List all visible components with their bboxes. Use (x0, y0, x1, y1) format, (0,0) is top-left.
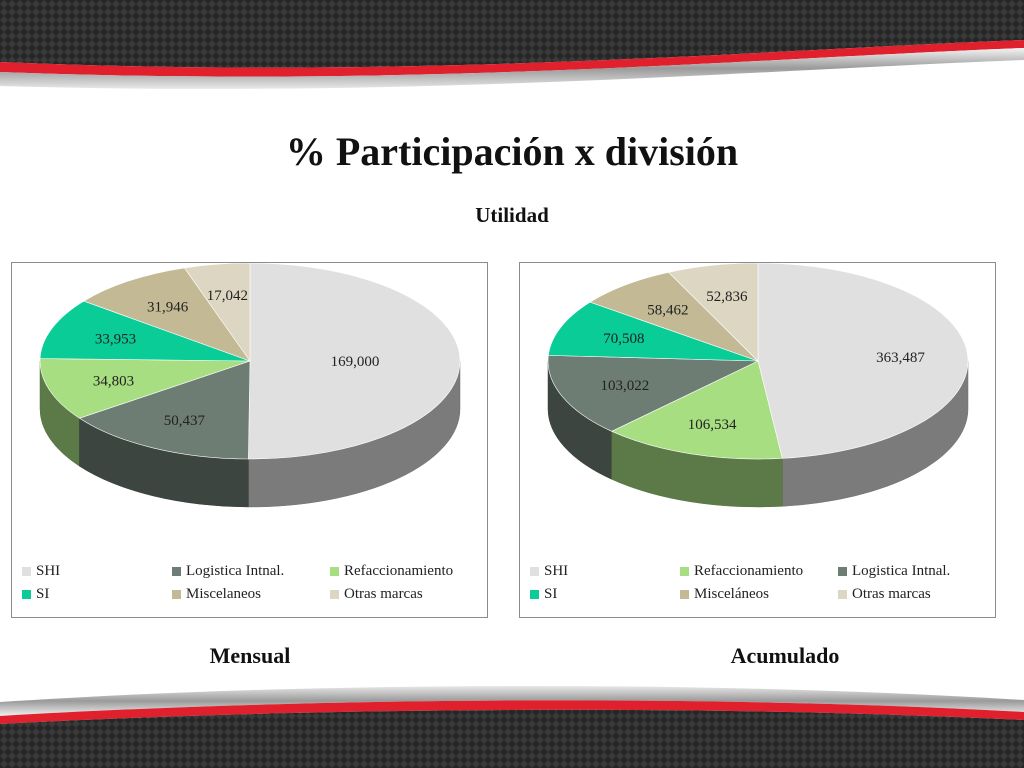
legend-swatch (22, 567, 31, 576)
header-band (0, 0, 1024, 100)
legend-label: SHI (36, 563, 61, 579)
legend-acumulado: SHI Refaccionamiento Logistica Intnal. SI Mi… (530, 563, 990, 603)
pie-slice-miscelaneos (83, 267, 251, 362)
data-label-miscelaneos: 31,946 (147, 300, 189, 316)
legend-item-shi: SHI (22, 563, 172, 580)
caption-mensual: Mensual (209, 643, 291, 668)
pie-slice-logistica-intnal (78, 360, 251, 460)
legend-label: Otras marcas (344, 586, 423, 602)
header-band-graphic (0, 0, 1024, 89)
data-label-refaccionamiento: 106,534 (688, 417, 737, 433)
legend-label: Otras marcas (852, 586, 931, 602)
legend-label: Refaccionamiento (344, 563, 454, 579)
legend-label: SHI (544, 563, 569, 579)
legend-swatch (330, 590, 339, 599)
legend-swatch (838, 590, 847, 599)
legend-label: Logistica Intnal. (186, 563, 285, 579)
pie-slice-refaccionamiento (610, 360, 783, 460)
pie-slice-otras-marcas (183, 263, 251, 362)
legend-label: Misceláneos (694, 586, 769, 602)
legend-item-miscelaneos: Miscelaneos (172, 586, 330, 603)
chart-mensual: 169,000 50,437 34,803 33,953 31,946 17,042 SH… (11, 262, 488, 618)
legend-label: SI (36, 586, 50, 602)
legend-item-otras-marcas: Otras marcas (838, 586, 988, 603)
pie-slice-shi (248, 263, 461, 460)
caption-acumulado: Acumulado (730, 643, 840, 668)
data-label-logistica-intnal: 103,022 (601, 378, 650, 394)
legend-swatch (530, 567, 539, 576)
pie-slice-si (39, 300, 251, 362)
pie-chart-mensual: 169,000 50,437 34,803 33,953 31,946 17,042 (39, 263, 461, 508)
data-label-shi: 169,000 (331, 354, 380, 370)
legend-mensual: SHI Logistica Intnal. Refaccionamiento SI Mi… (22, 563, 482, 603)
pie-slice-otras-marcas (667, 263, 759, 362)
legend-swatch (172, 590, 181, 599)
chart-acumulado: 363,487 106,534 103,022 70,508 58,462 52,836 … (519, 262, 996, 618)
data-label-miscelaneos: 58,462 (647, 302, 688, 318)
legend-item-refaccionamiento: Refaccionamiento (330, 563, 480, 580)
legend-swatch (172, 567, 181, 576)
legend-label: SI (544, 586, 558, 602)
legend-swatch (22, 590, 31, 599)
legend-item-logistica-intnal: Logistica Intnal. (172, 563, 330, 580)
data-label-shi: 363,487 (876, 350, 925, 366)
legend-item-logistica-intnal: Logistica Intnal. (838, 563, 988, 580)
pie-slice-shi (757, 263, 969, 459)
data-label-otras-marcas: 17,042 (207, 288, 248, 304)
data-label-si: 70,508 (603, 331, 644, 347)
legend-item-miscelaneos: Misceláneos (680, 586, 838, 603)
pie-slice-miscelaneos (589, 271, 759, 362)
legend-label: Miscelaneos (186, 586, 261, 602)
legend-item-otras-marcas: Otras marcas (330, 586, 480, 603)
legend-swatch (530, 590, 539, 599)
legend-label: Logistica Intnal. (852, 563, 951, 579)
legend-swatch (680, 567, 689, 576)
legend-item-si: SI (530, 586, 680, 603)
legend-label: Refaccionamiento (694, 563, 804, 579)
data-label-otras-marcas: 52,836 (706, 289, 748, 305)
pie-slice-refaccionamiento (39, 358, 251, 419)
legend-item-si: SI (22, 586, 172, 603)
pie-slice-logistica-intnal (547, 355, 759, 432)
footer-band (0, 672, 1024, 768)
data-label-refaccionamiento: 34,803 (93, 374, 134, 390)
legend-swatch (330, 567, 339, 576)
page-title: % Participación x división (285, 129, 739, 174)
legend-item-shi: SHI (530, 563, 680, 580)
page-subtitle: Utilidad (475, 203, 549, 227)
data-label-si: 33,953 (95, 332, 136, 348)
legend-swatch (838, 567, 847, 576)
legend-swatch (680, 590, 689, 599)
footer-band-graphic (0, 685, 1024, 768)
legend-item-refaccionamiento: Refaccionamiento (680, 563, 838, 580)
pie-slice-si (548, 301, 759, 362)
data-label-logistica-intnal: 50,437 (164, 413, 206, 429)
